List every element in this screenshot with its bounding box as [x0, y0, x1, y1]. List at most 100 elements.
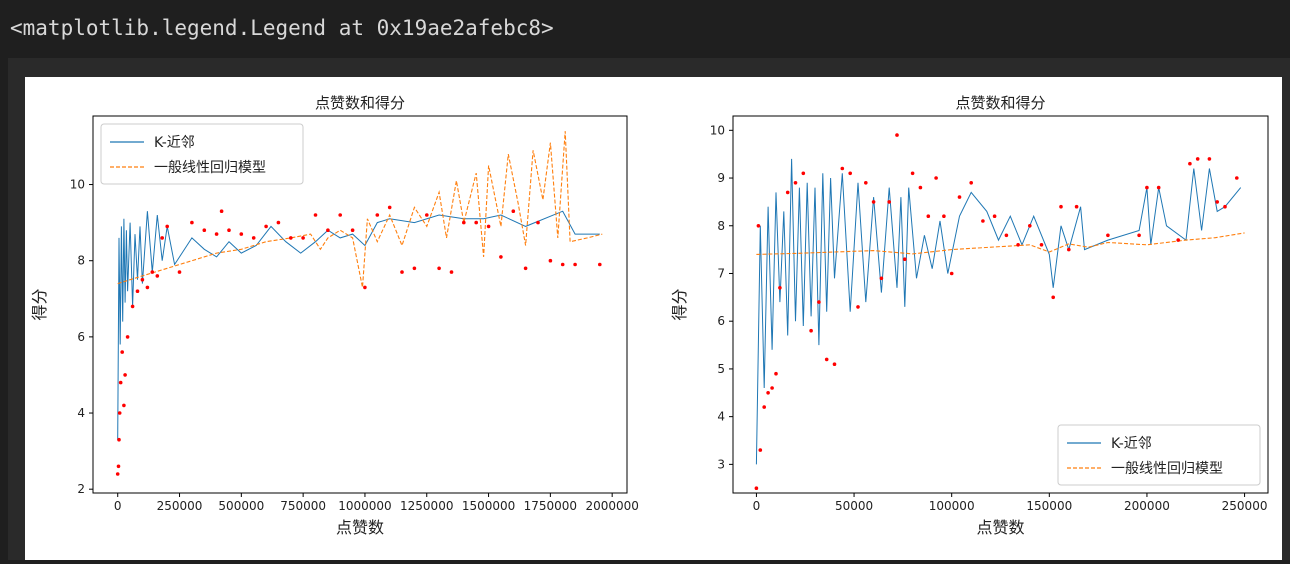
x-tick-label: 1000000: [338, 499, 391, 513]
data-point: [276, 220, 281, 225]
y-axis-label: 得分: [30, 288, 49, 320]
data-point: [135, 289, 140, 293]
data-point: [926, 214, 931, 218]
x-tick-label: 250000: [157, 499, 203, 513]
data-point: [523, 266, 528, 271]
data-point: [160, 236, 164, 240]
data-point: [474, 220, 479, 225]
data-point: [981, 219, 985, 223]
x-axis-label: 点赞数: [336, 518, 384, 537]
data-point: [770, 386, 774, 390]
data-point: [118, 380, 123, 385]
data-point: [817, 300, 821, 304]
data-point: [573, 262, 577, 267]
data-point: [363, 285, 367, 290]
data-point: [116, 464, 121, 469]
data-point: [785, 190, 790, 195]
legend-label: 一般线性回归模型: [154, 159, 266, 176]
data-point: [856, 305, 860, 309]
x-tick-label: 0: [114, 499, 122, 513]
data-point: [934, 176, 938, 180]
data-point: [155, 274, 160, 278]
data-point: [879, 276, 884, 281]
data-point: [1028, 224, 1032, 228]
axes-frame: [92, 115, 628, 494]
x-tick-label: 1250000: [400, 499, 453, 513]
data-point: [375, 213, 380, 217]
data-point: [793, 181, 798, 185]
y-tick-label: 7: [717, 266, 725, 280]
x-axis-label: 点赞数: [976, 518, 1024, 537]
x-tick-label: 2000000: [585, 499, 638, 513]
data-point: [115, 472, 120, 476]
data-point: [350, 228, 355, 232]
data-point: [1145, 185, 1149, 190]
y-tick-label: 3: [717, 457, 725, 471]
data-point: [848, 171, 852, 176]
data-point: [809, 328, 813, 333]
data-point: [117, 411, 122, 415]
data-point: [177, 270, 182, 274]
data-point: [1156, 185, 1161, 190]
x-tick-label: 150000: [1026, 499, 1072, 513]
data-point: [910, 171, 915, 176]
y-tick-label: 4: [77, 406, 85, 420]
x-tick-label: 200000: [1124, 499, 1170, 513]
data-point: [840, 166, 845, 171]
data-point: [598, 262, 602, 267]
data-point: [239, 232, 244, 236]
data-point: [1215, 200, 1219, 204]
data-point: [150, 270, 155, 274]
data-point: [957, 195, 962, 199]
data-point: [536, 220, 540, 225]
y-tick-label: 10: [70, 178, 85, 192]
data-point: [125, 335, 130, 339]
data-point: [778, 286, 782, 290]
data-point: [1235, 176, 1239, 180]
data-point: [400, 270, 404, 274]
axes-frame: [732, 115, 1269, 494]
chart-title: 点赞数和得分: [315, 94, 405, 112]
chart-panel-2: 点赞数和得分 0 50000 100000 150000 200000 250000 3 4 5 6…: [670, 94, 1269, 537]
x-tick-label: 0: [753, 499, 761, 513]
y-tick-label: 8: [717, 219, 725, 233]
data-point: [1039, 243, 1044, 247]
data-point: [219, 209, 224, 213]
data-point: [499, 255, 503, 259]
knn-line: [755, 158, 1242, 465]
data-point: [560, 262, 565, 267]
data-point: [758, 448, 763, 452]
data-point: [969, 181, 973, 185]
y-tick-label: 5: [717, 362, 725, 376]
legend-box: [100, 123, 304, 185]
data-point: [864, 181, 868, 185]
data-point: [992, 214, 997, 218]
data-point: [1067, 247, 1071, 252]
y-tick-label: 9: [717, 171, 725, 185]
legend-label: K-近邻: [1111, 436, 1152, 452]
data-point: [1188, 161, 1192, 166]
data-point: [449, 270, 454, 274]
data-point: [387, 205, 392, 210]
data-point: [871, 200, 876, 204]
y-tick-label: 4: [717, 410, 725, 424]
data-point: [301, 236, 305, 240]
y-tick-label: 8: [77, 254, 85, 268]
data-point: [1195, 157, 1200, 161]
data-point: [486, 224, 491, 229]
x-tick-label: 500000: [218, 499, 264, 513]
data-point: [1207, 157, 1212, 161]
data-point: [1059, 204, 1063, 209]
data-point: [1016, 243, 1020, 247]
x-tick-label: 250000: [1222, 499, 1268, 513]
data-point: [123, 373, 127, 377]
legend-box: [1057, 424, 1261, 486]
data-point: [756, 224, 761, 228]
data-point: [122, 403, 126, 408]
linear-regression-line: [117, 131, 603, 288]
data-point: [313, 213, 318, 217]
data-point: [824, 357, 829, 362]
data-point: [1074, 204, 1079, 209]
x-tick-label: 1750000: [524, 499, 577, 513]
